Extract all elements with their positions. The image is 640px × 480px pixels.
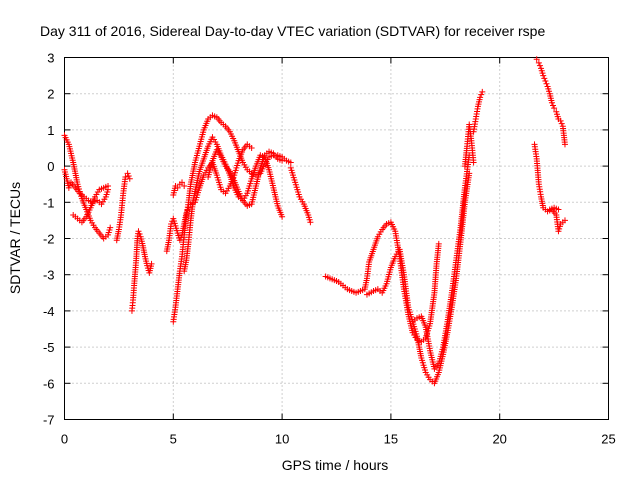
data-point	[307, 219, 314, 226]
y-tick-label: -5	[43, 340, 55, 355]
data-point	[105, 183, 112, 190]
data-point	[470, 159, 477, 166]
data-point	[279, 157, 286, 164]
data-point	[561, 217, 568, 224]
series-track-b	[61, 166, 112, 208]
y-tick-label: -2	[43, 232, 55, 247]
y-tick-label: 0	[47, 159, 54, 174]
plot-frame	[64, 57, 609, 420]
series-track-l	[322, 219, 442, 345]
y-tick-label: -7	[43, 413, 55, 428]
data-point	[122, 173, 129, 180]
data-point	[66, 182, 73, 189]
series-track-j	[170, 179, 188, 199]
series-track-s	[546, 204, 562, 213]
series-track-d	[113, 170, 133, 244]
grid	[64, 57, 609, 420]
data-point	[477, 94, 484, 101]
data-point	[540, 72, 547, 79]
y-tick-label: -1	[43, 195, 55, 210]
data-point	[135, 228, 142, 235]
data-points	[61, 56, 568, 387]
data-point	[548, 99, 555, 106]
x-tick-label: 5	[170, 432, 177, 447]
data-point	[551, 105, 558, 112]
y-axis-label: SDTVAR / TECUs	[7, 182, 23, 294]
y-tick-label: -3	[43, 268, 55, 283]
data-point	[542, 78, 549, 85]
y-tick-label: -4	[43, 304, 55, 319]
series-track-o	[461, 121, 477, 170]
series-track-n	[409, 170, 473, 387]
series-track-a	[61, 132, 114, 242]
x-axis-label: GPS time / hours	[282, 457, 389, 473]
y-tick-label: 2	[47, 87, 54, 102]
data-point	[107, 224, 114, 231]
data-point	[279, 213, 286, 220]
data-point	[248, 145, 255, 151]
data-point	[179, 179, 186, 186]
series-track-r	[533, 56, 568, 148]
data-point	[535, 59, 542, 66]
data-point	[125, 173, 132, 180]
data-point	[558, 120, 565, 127]
series-track-e	[128, 228, 155, 314]
series-track-c	[70, 183, 112, 226]
data-point	[550, 102, 557, 109]
data-point	[136, 230, 143, 237]
data-point	[543, 80, 550, 87]
x-tick-label: 20	[492, 432, 506, 447]
x-tick-label: 0	[61, 432, 68, 447]
data-point	[168, 221, 175, 228]
series-track-k	[287, 164, 314, 226]
data-point	[176, 237, 183, 244]
data-point	[65, 184, 72, 191]
y-tick-label: -6	[43, 376, 55, 391]
data-point	[126, 175, 133, 182]
data-point	[124, 170, 131, 177]
data-point	[466, 170, 473, 177]
data-point	[287, 159, 294, 166]
data-point	[555, 206, 562, 213]
data-point	[435, 240, 442, 247]
data-point	[181, 183, 188, 190]
series-track-q	[531, 141, 568, 235]
x-tick-label: 25	[601, 432, 615, 447]
data-point	[536, 62, 543, 69]
data-point	[541, 75, 548, 82]
data-point	[478, 91, 485, 98]
y-tick-label: 1	[47, 123, 54, 138]
data-point	[479, 88, 486, 95]
y-tick-label: 3	[47, 51, 54, 66]
x-tick-label: 15	[384, 432, 398, 447]
data-point	[174, 184, 181, 191]
chart-title: Day 311 of 2016, Sidereal Day-to-day VTE…	[40, 23, 545, 39]
data-point	[561, 141, 568, 148]
data-point	[148, 260, 155, 267]
data-point	[533, 56, 540, 63]
series-track-m	[363, 152, 473, 372]
data-point	[557, 117, 564, 124]
series-track-i	[205, 146, 286, 209]
series-track-p	[470, 88, 486, 135]
axis-ticks: 0 5 10 15 20 25 -7 -6 -5 -4 -3 -2 -1 0 1 2 3	[43, 51, 616, 447]
x-tick-label: 10	[275, 432, 289, 447]
